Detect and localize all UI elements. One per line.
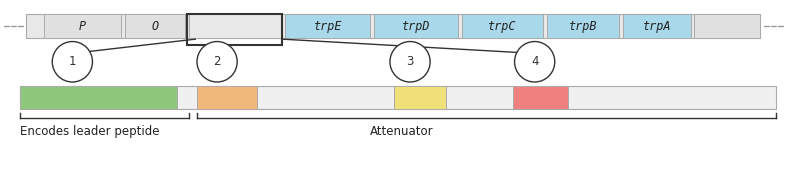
Bar [393,86,446,109]
Text: 2: 2 [213,55,221,68]
Bar [44,14,120,38]
Ellipse shape [514,42,554,82]
Bar [512,86,567,109]
Bar [462,14,542,38]
Bar [622,14,691,38]
Bar [20,86,775,109]
Ellipse shape [52,42,92,82]
Text: Attenuator: Attenuator [369,125,434,138]
Bar [693,14,759,38]
Bar [546,14,618,38]
Bar [26,14,759,38]
Bar [20,86,177,109]
Text: trpC: trpC [487,20,516,33]
Text: trpA: trpA [642,20,671,33]
Text: 4: 4 [530,55,538,68]
Bar [373,14,458,38]
Text: trpE: trpE [313,20,341,33]
Bar [187,14,282,45]
Text: Encodes leader peptide: Encodes leader peptide [20,125,160,138]
Bar [189,14,281,38]
Text: trpD: trpD [402,20,430,33]
Text: 1: 1 [68,55,76,68]
Text: 3: 3 [406,55,414,68]
Ellipse shape [389,42,430,82]
Ellipse shape [197,42,237,82]
Bar [285,14,369,38]
Bar [124,14,185,38]
Bar [197,86,257,109]
Text: P: P [79,20,86,33]
Text: trpB: trpB [568,20,597,33]
Text: O: O [151,20,158,33]
